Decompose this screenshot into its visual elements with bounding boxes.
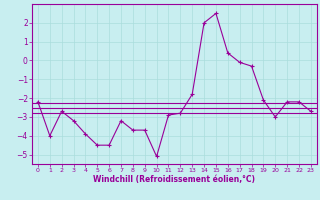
X-axis label: Windchill (Refroidissement éolien,°C): Windchill (Refroidissement éolien,°C) (93, 175, 255, 184)
